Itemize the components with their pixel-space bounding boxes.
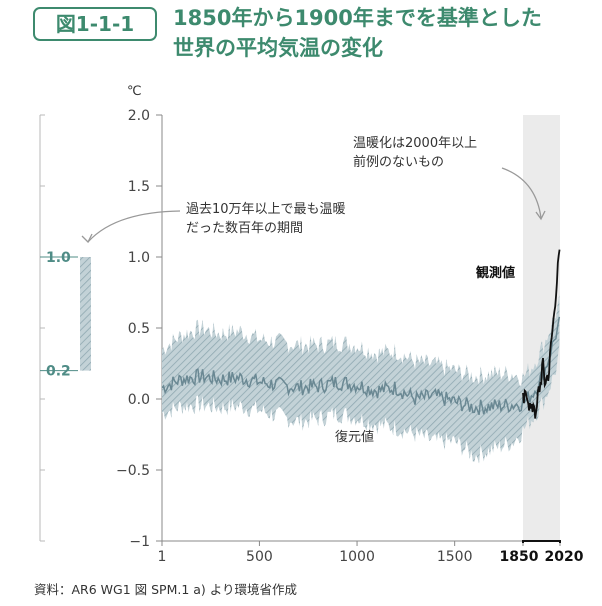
source-note: 資料：AR6 WG1 図 SPM.1 a) より環境省作成 [34, 582, 298, 597]
recent-period-bracket [522, 540, 561, 543]
past-warm-annotation-line-2: だった数百年の期間 [186, 221, 303, 236]
past-warm-arrowhead [81, 233, 93, 244]
reconstructed-range-band [162, 294, 560, 464]
x-tick-label: 1 [158, 549, 167, 565]
reconstructed-line [161, 316, 561, 416]
title-line-2: 世界の平均気温の変化 [173, 36, 383, 60]
recent-warming-arrowhead [535, 210, 546, 221]
past-warm-range-bar [80, 257, 91, 371]
recent-warming-annotation-line-2: 前例のないもの [353, 154, 444, 170]
title-line-1: 1850年から1900年までを基準とした [173, 6, 542, 30]
x-tick-label: 500 [246, 549, 273, 565]
y-tick-label: −1 [129, 534, 150, 550]
range-bar-low-label: 0.2 [46, 364, 71, 380]
y-tick-label: −0.5 [116, 463, 150, 479]
y-tick-label: 0.5 [128, 321, 150, 337]
x-tick-label: 1850 [500, 549, 539, 565]
chart-title: 1850年から1900年までを基準とした 世界の平均気温の変化 [173, 3, 598, 63]
range-bar-high-label: 1.0 [46, 250, 71, 266]
y-tick-label: 0.0 [128, 392, 150, 408]
y-axis-unit: ℃ [127, 84, 142, 99]
x-tick-label: 1000 [339, 549, 375, 565]
x-tick-label: 2020 [545, 549, 584, 565]
y-tick-label: 1.0 [128, 250, 150, 266]
past-warm-annotation-arrow [87, 210, 181, 243]
y-tick-label: 1.5 [128, 179, 150, 195]
figure-label: 図1-1-1 [33, 7, 157, 41]
recent-warming-annotation-line-1: 温暖化は2000年以上 [353, 136, 477, 151]
observed-label: 観測値 [475, 265, 515, 281]
x-tick-label: 1500 [437, 549, 473, 565]
past-warm-annotation-line-1: 過去10万年以上で最も温暖 [186, 202, 346, 217]
recent-warming-annotation-arrow [501, 167, 542, 219]
y-tick-label: 2.0 [128, 108, 150, 124]
observed-line [522, 249, 561, 419]
reconstructed-label: 復元値 [335, 429, 374, 445]
